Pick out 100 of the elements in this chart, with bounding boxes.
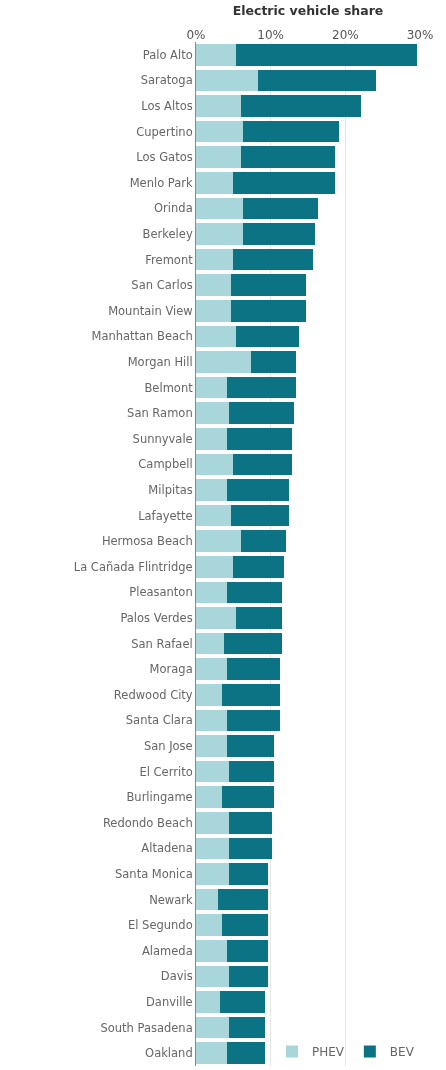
bar [228, 760, 275, 783]
bar [226, 709, 280, 732]
bar [196, 888, 218, 911]
y-tick-label: Davis [160, 969, 193, 984]
bar [236, 325, 300, 348]
y-tick-label: Fremont [145, 252, 194, 267]
bar [228, 837, 273, 860]
bar [233, 248, 314, 271]
bar [196, 44, 237, 66]
y-tick-label: Alameda [141, 943, 193, 958]
bar [217, 888, 268, 911]
bar [196, 223, 244, 245]
bar [196, 248, 234, 271]
bar [196, 504, 232, 527]
bar [236, 607, 282, 629]
y-tick-label: Danville [146, 995, 193, 1010]
bar [226, 376, 297, 399]
bar [196, 69, 258, 92]
bar [196, 274, 232, 296]
y-tick-label: San Carlos [131, 278, 193, 293]
y-tick-label: La Cañada Flintridge [73, 559, 193, 574]
bar [240, 146, 335, 168]
bar [196, 1016, 229, 1039]
y-tick-label: Sunnyvale [132, 431, 193, 446]
y-tick-label: Los Gatos [136, 150, 193, 165]
bar [196, 1042, 227, 1064]
bar [228, 402, 294, 424]
y-tick-label: Morgan Hill [127, 355, 193, 370]
bar [196, 325, 237, 348]
bar [226, 428, 292, 450]
bar [226, 581, 282, 604]
y-tick-label: Palo Alto [142, 47, 193, 62]
y-tick-label: Menlo Park [129, 175, 194, 190]
bar [196, 914, 223, 936]
y-tick-label: Orinda [154, 201, 193, 216]
x-tick-label: 20% [331, 27, 359, 42]
bar [226, 1042, 265, 1064]
legend-label: PHEV [312, 1045, 345, 1060]
y-tick-label: Berkeley [142, 227, 193, 242]
y-tick-label: Redwood City [113, 687, 193, 702]
bar [196, 95, 241, 117]
y-tick-label: Palos Verdes [120, 611, 193, 626]
bar [243, 223, 316, 245]
bar [196, 376, 227, 399]
bar [196, 684, 223, 706]
y-tick-label: Milpitas [148, 483, 193, 498]
bar [226, 940, 268, 962]
y-tick-label: Santa Monica [115, 867, 193, 882]
bar [222, 786, 275, 808]
y-tick-label: Cupertino [136, 124, 193, 139]
y-tick-label: Saratoga [140, 73, 193, 88]
x-tick-label: 10% [257, 27, 285, 42]
bar [196, 120, 244, 143]
y-tick-label: Mountain View [108, 303, 193, 318]
y-tick-label: Belmont [144, 380, 194, 395]
bar [240, 530, 287, 552]
y-tick-label: Altadena [141, 841, 193, 856]
y-tick-label: Manhattan Beach [91, 329, 193, 344]
bar [196, 991, 220, 1013]
bar [228, 812, 273, 834]
bar [231, 274, 306, 296]
bar [196, 197, 244, 220]
bar [226, 479, 290, 501]
bar [228, 965, 268, 988]
y-tick-label: San Ramon [127, 406, 193, 421]
y-tick-label: Burlingame [126, 790, 193, 805]
bar [196, 786, 223, 808]
bar [243, 120, 340, 143]
y-tick-label: San Rafael [131, 636, 193, 651]
bar [231, 504, 290, 527]
bar [196, 940, 227, 962]
y-tick-label: Oakland [145, 1046, 193, 1061]
bar [196, 658, 227, 680]
bar [196, 556, 234, 578]
y-tick-label: Moraga [149, 662, 193, 677]
bar [240, 95, 362, 117]
bar [196, 530, 241, 552]
bar [257, 69, 376, 92]
legend-label: BEV [389, 1045, 415, 1060]
bar [226, 658, 280, 680]
bar [233, 172, 335, 194]
bar [228, 1016, 265, 1039]
x-tick-label: 30% [406, 27, 434, 42]
y-tick-label: Campbell [138, 457, 193, 472]
bar [196, 607, 237, 629]
bar [196, 402, 229, 424]
y-tick-label: Hermosa Beach [101, 534, 193, 549]
y-tick-label: El Segundo [127, 918, 193, 933]
bar [228, 863, 268, 885]
y-tick-label: El Cerrito [139, 764, 193, 779]
bar [196, 172, 234, 194]
y-tick-label: South Pasadena [100, 1020, 193, 1035]
bar [196, 965, 229, 988]
y-tick-label: Newark [149, 892, 194, 907]
bar [196, 837, 229, 860]
y-tick-label: Redondo Beach [102, 815, 193, 830]
y-tick-label: Pleasanton [129, 585, 193, 600]
x-tick-label: 0% [186, 27, 206, 42]
bar [196, 479, 227, 501]
y-tick-label: Lafayette [138, 508, 193, 523]
